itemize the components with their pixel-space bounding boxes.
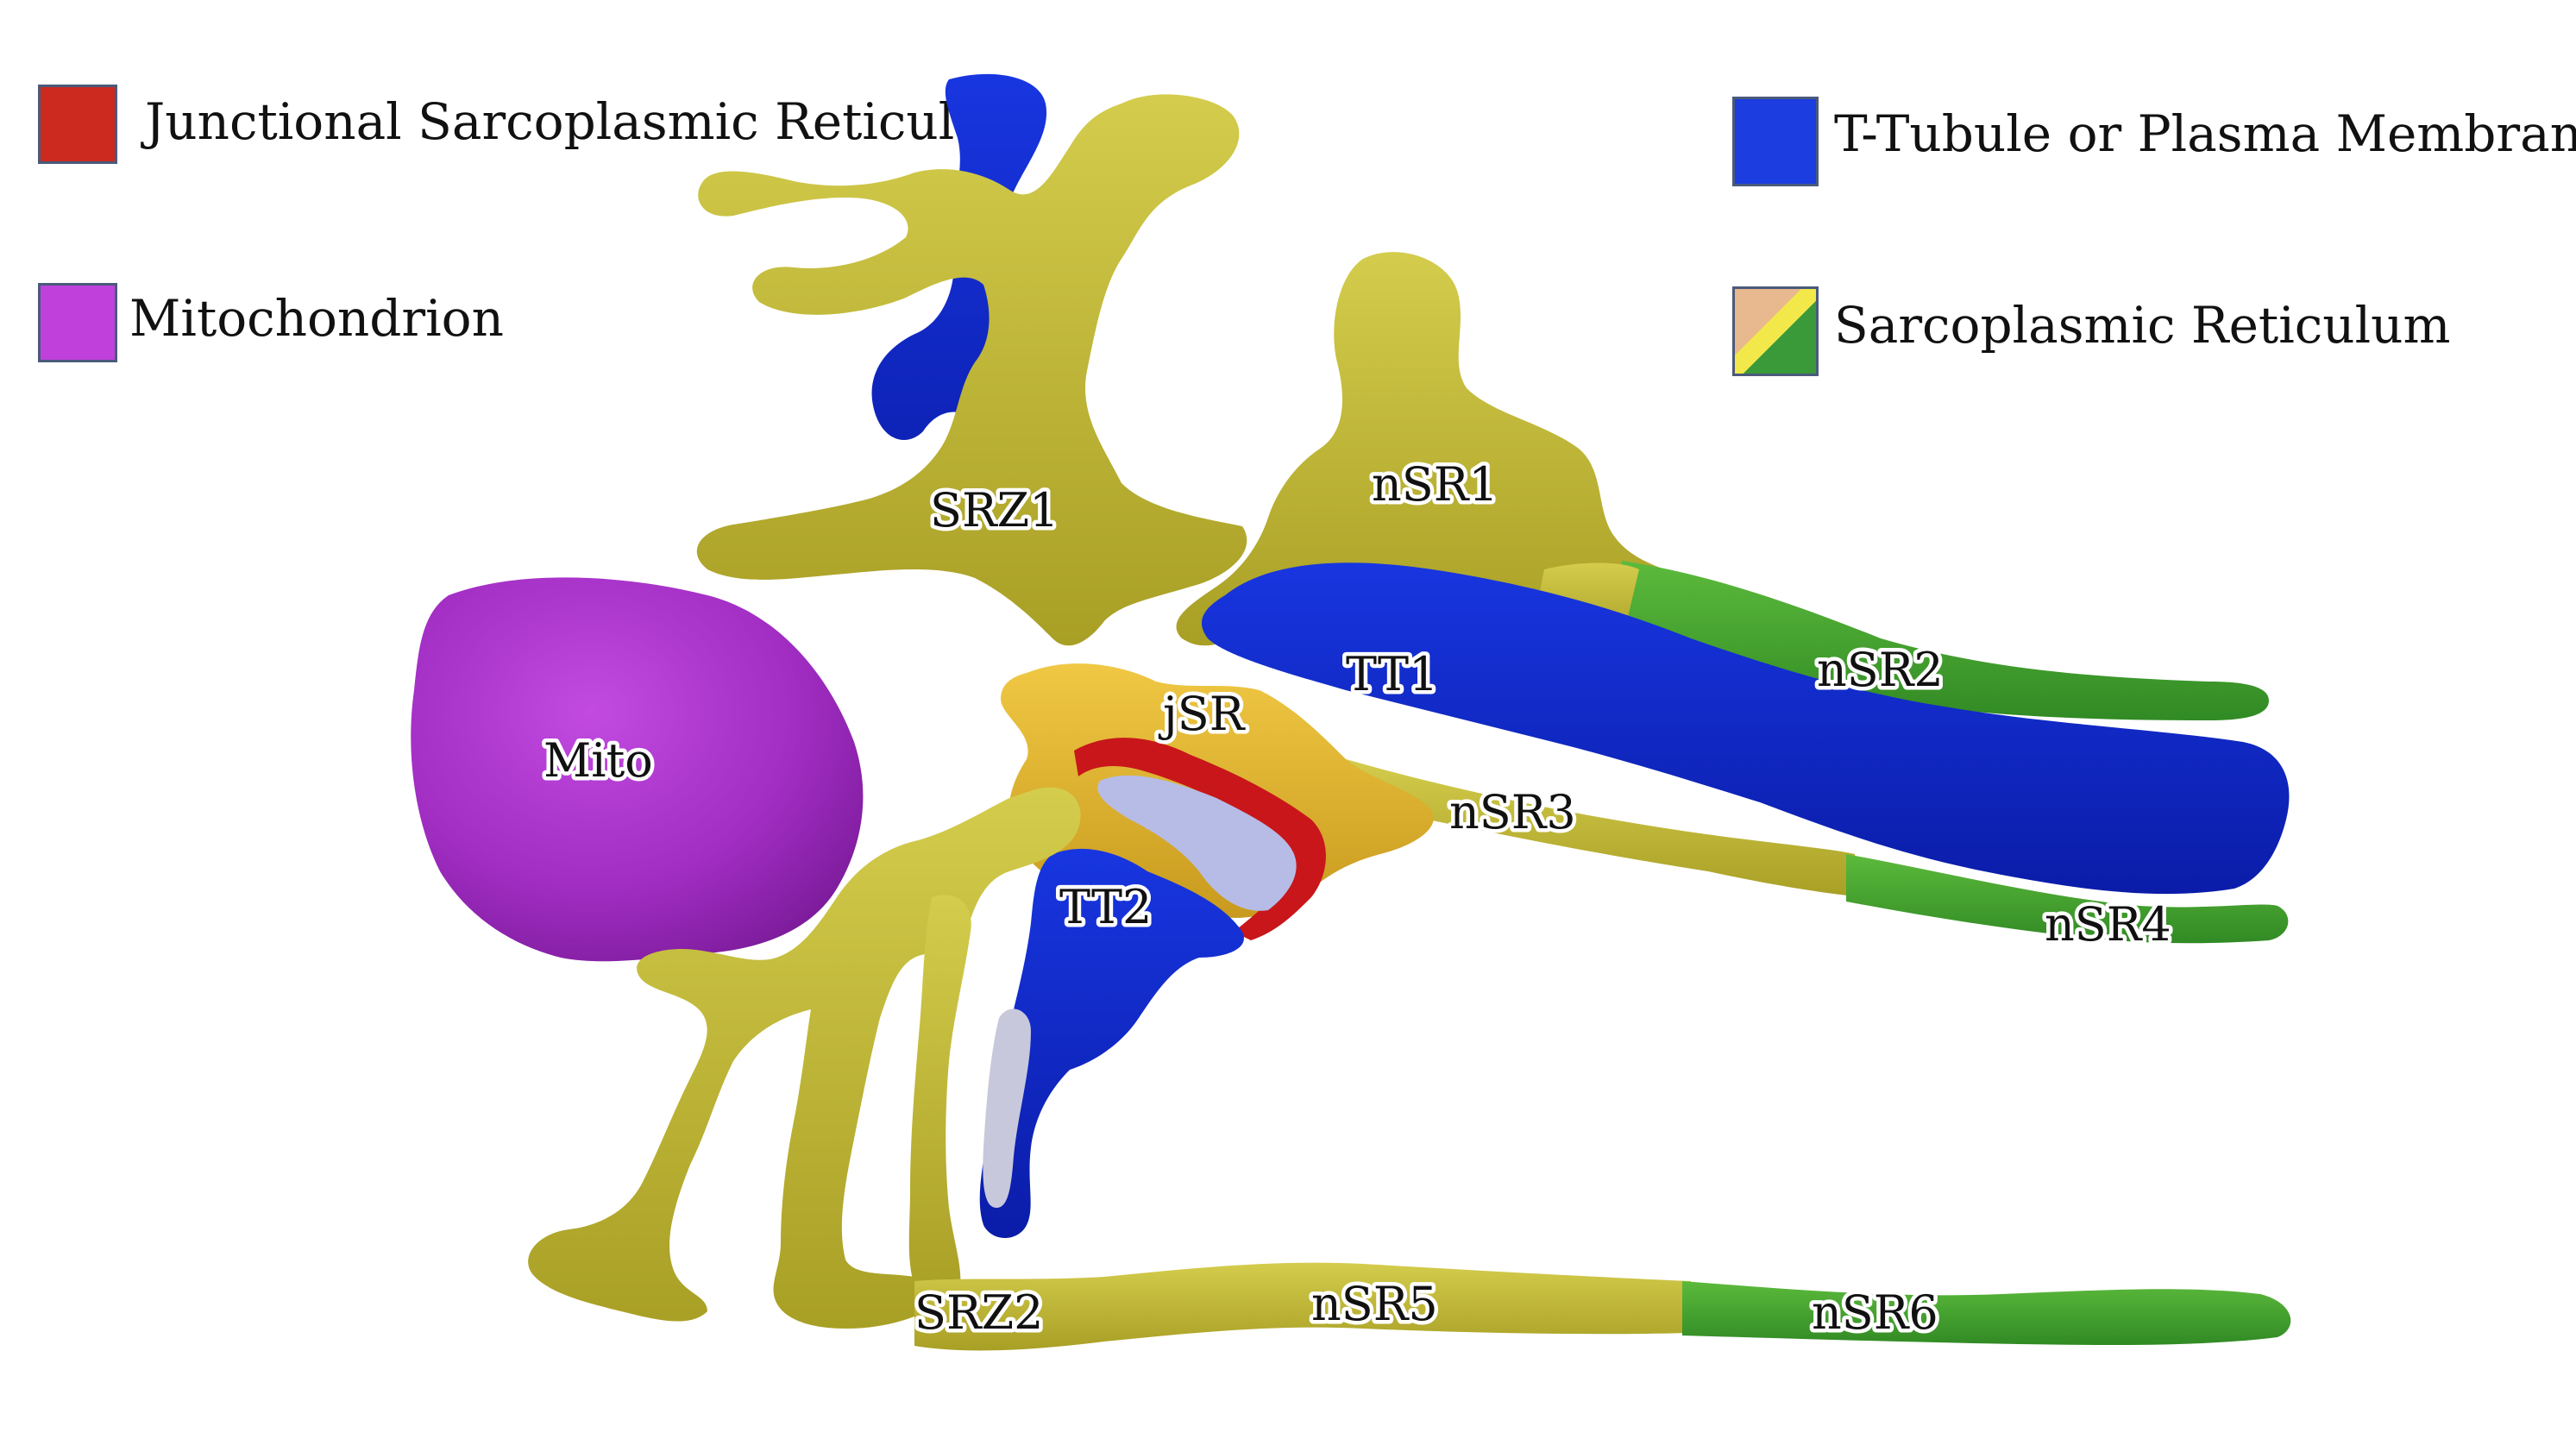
nsr4-strand xyxy=(1846,854,2289,944)
jsr-red-rim xyxy=(1074,738,1326,940)
legend-label-jsr: Junctional Sarcoplasmic Reticulum xyxy=(145,92,1034,151)
nsr6-strand xyxy=(1682,1281,2291,1346)
label-nsr1: nSR1 xyxy=(1372,457,1498,512)
nsr1-structure xyxy=(1176,252,1708,646)
label-nsr4: nSR4 xyxy=(2045,897,2171,952)
label-nsr6: nSR6 xyxy=(1812,1285,1938,1340)
legend-swatch-jsr xyxy=(38,85,117,164)
mitochondrion xyxy=(411,577,864,962)
legend-swatch-sr xyxy=(1732,286,1819,376)
tt2-tubule xyxy=(979,848,1244,1238)
tt2-cleft xyxy=(983,1009,1031,1208)
label-nsr5: nSR5 xyxy=(1311,1277,1438,1331)
legend-label-mito: Mitochondrion xyxy=(129,289,504,348)
legend-swatch-mito xyxy=(38,283,117,362)
label-jsr: jSR xyxy=(1158,687,1246,741)
srz2-column xyxy=(908,895,971,1302)
nsr5-strand xyxy=(914,1262,1691,1351)
label-tt1: TT1 xyxy=(1346,647,1438,701)
label-nsr3: nSR3 xyxy=(1449,785,1576,839)
junctional-cleft xyxy=(1097,775,1297,911)
label-srz1: SRZ1 xyxy=(930,483,1059,537)
label-mito: Mito xyxy=(543,733,653,788)
label-nsr2: nSR2 xyxy=(1817,643,1944,697)
tt1-tubule xyxy=(1201,562,2290,895)
label-tt2: TT2 xyxy=(1059,880,1152,934)
legend-label-tt: T-Tubule or Plasma Membrane xyxy=(1834,104,2576,163)
label-srz2: SRZ2 xyxy=(914,1285,1044,1340)
srz1-structure xyxy=(696,94,1247,646)
nsr2-strand xyxy=(1622,561,2269,720)
legend-swatch-tt xyxy=(1732,97,1819,186)
legend-label-sr: Sarcoplasmic Reticulum xyxy=(1834,296,2451,355)
nsr3-strand xyxy=(1346,759,1863,897)
